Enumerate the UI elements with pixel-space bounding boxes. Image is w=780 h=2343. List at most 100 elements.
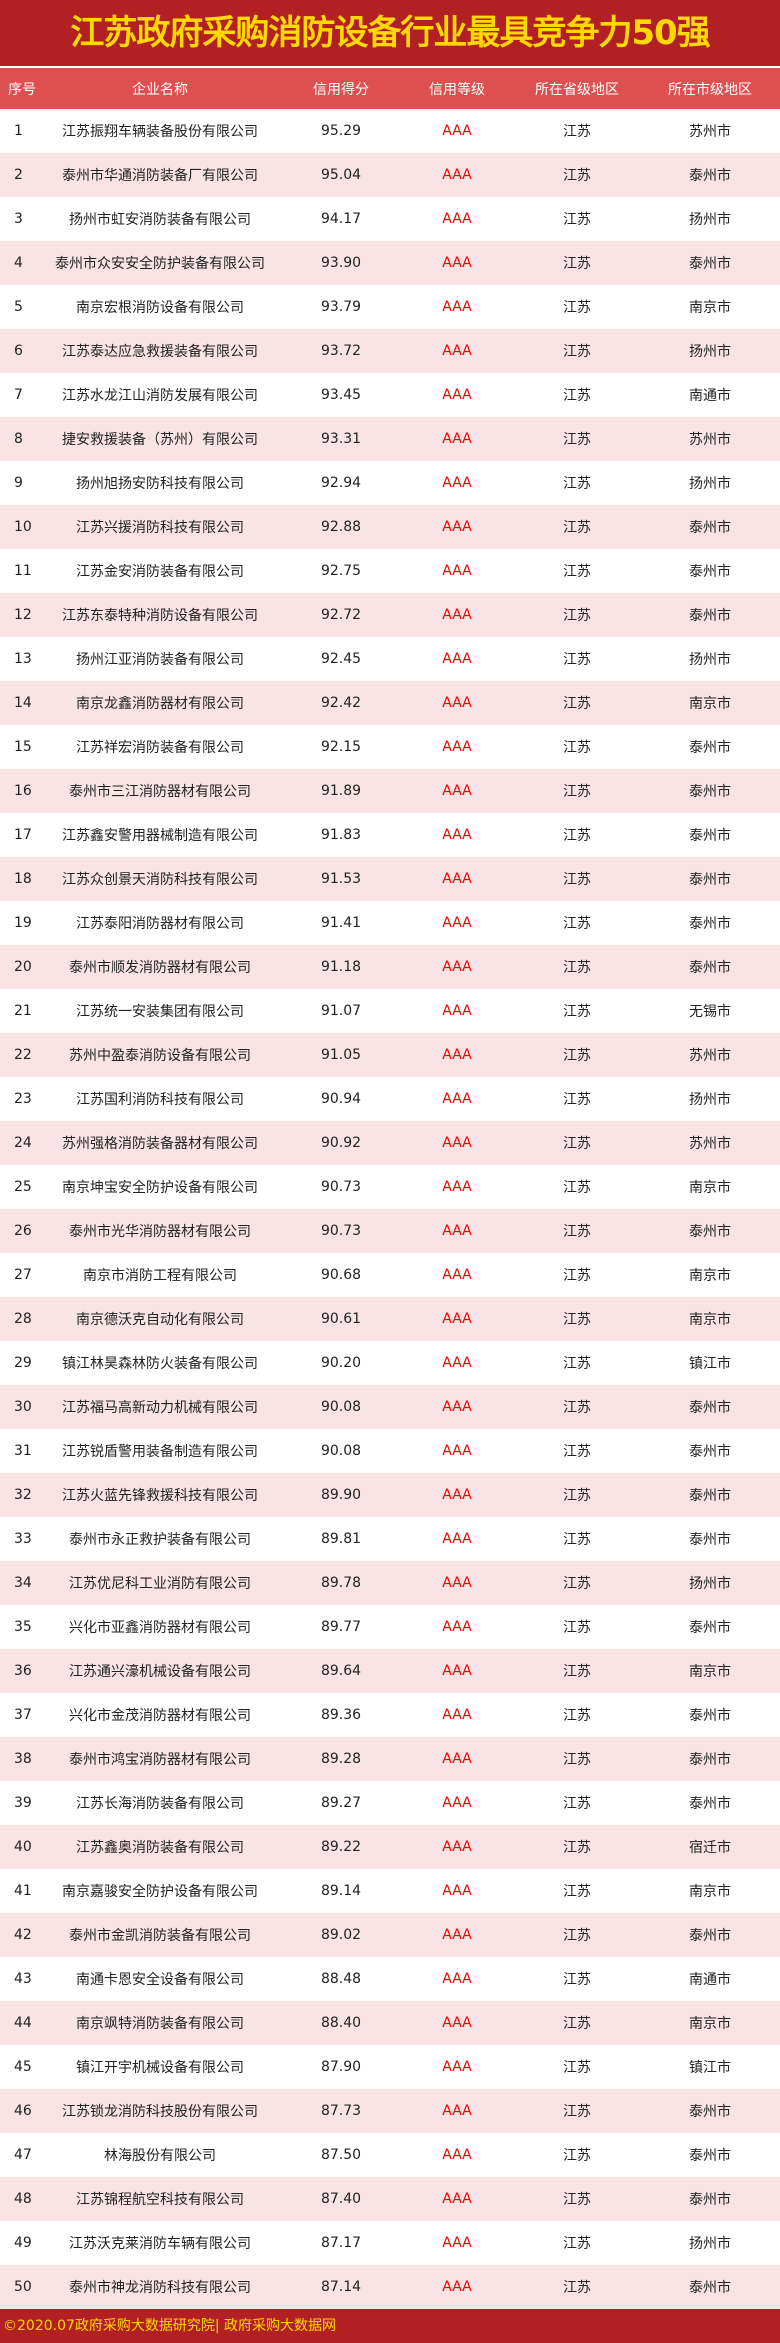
cell-rank: 47 xyxy=(14,2147,32,2163)
cell-grade: AAA xyxy=(442,1399,472,1415)
table-row: 21 江苏统一安装集团有限公司 91.07 AAA 江苏 无锡市 xyxy=(0,989,780,1033)
table-row: 38 泰州市鸿宝消防器材有限公司 89.28 AAA 江苏 泰州市 xyxy=(0,1737,780,1781)
cell-score: 89.36 xyxy=(320,1707,362,1723)
cell-city: 镇江市 xyxy=(689,1356,731,1372)
cell-score: 92.94 xyxy=(320,475,362,491)
cell-grade: AAA xyxy=(442,1883,472,1899)
cell-province: 江苏 xyxy=(563,2016,591,2032)
cell-company: 泰州市永正救护装备有限公司 xyxy=(69,1532,251,1548)
cell-province: 江苏 xyxy=(563,300,591,316)
cell-city: 南京市 xyxy=(689,1268,731,1284)
table-row: 34 江苏优尼科工业消防有限公司 89.78 AAA 江苏 扬州市 xyxy=(0,1561,780,1605)
cell-city: 南京市 xyxy=(689,1312,731,1328)
cell-city: 泰州市 xyxy=(689,1488,731,1504)
cell-grade: AAA xyxy=(442,1443,472,1459)
cell-score: 89.78 xyxy=(320,1575,362,1591)
cell-rank: 35 xyxy=(14,1619,32,1635)
cell-city: 扬州市 xyxy=(689,344,731,360)
cell-score: 90.61 xyxy=(320,1311,362,1327)
cell-province: 江苏 xyxy=(563,740,591,756)
cell-score: 90.20 xyxy=(320,1355,362,1371)
cell-company: 苏州中盈泰消防设备有限公司 xyxy=(69,1048,251,1064)
cell-score: 89.22 xyxy=(320,1839,362,1855)
cell-company: 江苏祥宏消防装备有限公司 xyxy=(76,740,244,756)
cell-rank: 46 xyxy=(14,2103,32,2119)
cell-city: 扬州市 xyxy=(689,2236,731,2252)
cell-rank: 21 xyxy=(14,1003,32,1019)
cell-company: 江苏泰阳消防器材有限公司 xyxy=(76,916,244,932)
cell-city: 泰州市 xyxy=(689,960,731,976)
cell-province: 江苏 xyxy=(563,2104,591,2120)
cell-city: 南通市 xyxy=(689,1972,731,1988)
table-row: 3 扬州市虹安消防装备有限公司 94.17 AAA 江苏 扬州市 xyxy=(0,197,780,241)
cell-company: 江苏福马高新动力机械有限公司 xyxy=(62,1400,258,1416)
cell-rank: 39 xyxy=(14,1795,32,1811)
table-row: 50 泰州市神龙消防科技有限公司 87.14 AAA 江苏 泰州市 xyxy=(0,2265,780,2309)
cell-city: 泰州市 xyxy=(689,916,731,932)
cell-city: 泰州市 xyxy=(689,1224,731,1240)
cell-province: 江苏 xyxy=(563,1884,591,1900)
cell-city: 扬州市 xyxy=(689,1092,731,1108)
cell-grade: AAA xyxy=(442,2015,472,2031)
cell-province: 江苏 xyxy=(563,1356,591,1372)
cell-grade: AAA xyxy=(442,607,472,623)
cell-province: 江苏 xyxy=(563,1268,591,1284)
cell-province: 江苏 xyxy=(563,1796,591,1812)
cell-city: 扬州市 xyxy=(689,476,731,492)
cell-province: 江苏 xyxy=(563,256,591,272)
cell-score: 92.42 xyxy=(320,695,362,711)
cell-grade: AAA xyxy=(442,167,472,183)
cell-score: 91.05 xyxy=(320,1047,362,1063)
table-row: 5 南京宏根消防设备有限公司 93.79 AAA 江苏 南京市 xyxy=(0,285,780,329)
cell-company: 泰州市神龙消防科技有限公司 xyxy=(69,2280,251,2296)
table-row: 19 江苏泰阳消防器材有限公司 91.41 AAA 江苏 泰州市 xyxy=(0,901,780,945)
footer-credit: ©2020.07政府采购大数据研究院| 政府采购大数据网 xyxy=(0,2309,780,2343)
cell-rank: 48 xyxy=(14,2191,32,2207)
table-row: 11 江苏金安消防装备有限公司 92.75 AAA 江苏 泰州市 xyxy=(0,549,780,593)
cell-rank: 50 xyxy=(14,2279,32,2295)
cell-grade: AAA xyxy=(442,739,472,755)
cell-city: 苏州市 xyxy=(689,1136,731,1152)
cell-province: 江苏 xyxy=(563,476,591,492)
table-row: 36 江苏通兴濠机械设备有限公司 89.64 AAA 江苏 南京市 xyxy=(0,1649,780,1693)
cell-rank: 15 xyxy=(14,739,32,755)
header-province: 所在省级地区 xyxy=(535,81,619,98)
cell-company: 捷安救援装备（苏州）有限公司 xyxy=(62,432,258,448)
table-row: 4 泰州市众安安全防护装备有限公司 93.90 AAA 江苏 泰州市 xyxy=(0,241,780,285)
table-row: 9 扬州旭扬安防科技有限公司 92.94 AAA 江苏 扬州市 xyxy=(0,461,780,505)
cell-score: 89.27 xyxy=(320,1795,362,1811)
cell-city: 泰州市 xyxy=(689,2192,731,2208)
cell-rank: 24 xyxy=(14,1135,32,1151)
cell-rank: 25 xyxy=(14,1179,32,1195)
cell-rank: 40 xyxy=(14,1839,32,1855)
cell-rank: 49 xyxy=(14,2235,32,2251)
cell-city: 泰州市 xyxy=(689,1752,731,1768)
cell-province: 江苏 xyxy=(563,1928,591,1944)
cell-company: 江苏国利消防科技有限公司 xyxy=(76,1092,244,1108)
cell-score: 87.73 xyxy=(320,2103,362,2119)
cell-company: 泰州市顺发消防器材有限公司 xyxy=(69,960,251,976)
cell-company: 江苏兴援消防科技有限公司 xyxy=(76,520,244,536)
cell-province: 江苏 xyxy=(563,872,591,888)
cell-score: 91.83 xyxy=(320,827,362,843)
cell-score: 91.53 xyxy=(320,871,362,887)
cell-city: 泰州市 xyxy=(689,1928,731,1944)
cell-company: 扬州江亚消防装备有限公司 xyxy=(76,652,244,668)
cell-score: 87.17 xyxy=(320,2235,362,2251)
cell-province: 江苏 xyxy=(563,388,591,404)
cell-grade: AAA xyxy=(442,475,472,491)
cell-rank: 9 xyxy=(14,475,23,491)
cell-city: 南京市 xyxy=(689,696,731,712)
cell-grade: AAA xyxy=(442,1487,472,1503)
cell-score: 92.15 xyxy=(320,739,362,755)
cell-grade: AAA xyxy=(442,343,472,359)
table-row: 44 南京飒特消防装备有限公司 88.40 AAA 江苏 南京市 xyxy=(0,2001,780,2045)
cell-rank: 11 xyxy=(14,563,32,579)
cell-city: 泰州市 xyxy=(689,1708,731,1724)
cell-company: 泰州市光华消防器材有限公司 xyxy=(69,1224,251,1240)
cell-rank: 36 xyxy=(14,1663,32,1679)
cell-company: 泰州市鸿宝消防器材有限公司 xyxy=(69,1752,251,1768)
table-row: 33 泰州市永正救护装备有限公司 89.81 AAA 江苏 泰州市 xyxy=(0,1517,780,1561)
cell-province: 江苏 xyxy=(563,1092,591,1108)
cell-province: 江苏 xyxy=(563,1136,591,1152)
